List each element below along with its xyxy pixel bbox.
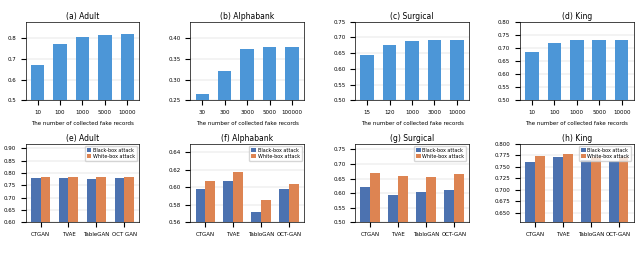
Bar (59, 179, 68, 271)
Bar (416, 192, 426, 271)
Bar (428, 40, 441, 258)
Bar (525, 52, 539, 231)
Bar (615, 40, 628, 231)
Bar (563, 154, 573, 271)
X-axis label: The number of collected fake records: The number of collected fake records (31, 121, 134, 125)
Bar (241, 49, 254, 204)
Bar (553, 157, 563, 271)
Bar (115, 179, 124, 271)
Bar (370, 173, 380, 271)
Bar (31, 178, 40, 271)
Bar (388, 195, 398, 271)
Bar (570, 40, 584, 231)
Title: (e) Adult: (e) Adult (66, 134, 99, 143)
Bar (450, 40, 463, 258)
Title: (b) Alphabank: (b) Alphabank (220, 12, 275, 21)
Bar (525, 162, 535, 271)
Bar (223, 181, 233, 271)
Title: (g) Surgical: (g) Surgical (390, 134, 434, 143)
Legend: Black-box attack, White-box attack: Black-box attack, White-box attack (579, 146, 631, 161)
Bar (285, 47, 299, 204)
Bar (98, 35, 111, 204)
Bar (360, 55, 374, 258)
Bar (86, 179, 97, 271)
X-axis label: The number of collected fake records: The number of collected fake records (525, 121, 628, 125)
Bar (53, 44, 67, 204)
Bar (383, 45, 396, 258)
Bar (196, 94, 209, 204)
Bar (426, 177, 436, 271)
Title: (h) King: (h) King (562, 134, 592, 143)
Bar (218, 71, 232, 204)
Bar (454, 174, 463, 271)
Bar (581, 160, 591, 271)
Bar (279, 189, 289, 271)
Bar (593, 40, 606, 231)
Legend: Black-box attack, White-box attack: Black-box attack, White-box attack (414, 146, 467, 161)
Bar (205, 181, 215, 271)
Bar (444, 190, 454, 271)
Title: (c) Surgical: (c) Surgical (390, 12, 434, 21)
Title: (d) King: (d) King (562, 12, 592, 21)
Legend: Black-box attack, White-box attack: Black-box attack, White-box attack (84, 146, 137, 161)
Bar (609, 161, 619, 271)
Bar (68, 177, 78, 271)
Bar (535, 156, 545, 271)
X-axis label: The number of collected fake records: The number of collected fake records (360, 121, 463, 125)
Bar (124, 177, 134, 271)
Bar (31, 65, 44, 204)
Bar (120, 34, 134, 204)
Bar (263, 47, 276, 204)
Bar (97, 178, 106, 271)
Bar (252, 212, 261, 271)
Title: (f) Alphabank: (f) Alphabank (221, 134, 273, 143)
Bar (40, 177, 51, 271)
Bar (405, 41, 419, 258)
Title: (a) Adult: (a) Adult (66, 12, 99, 21)
X-axis label: The number of collected fake records: The number of collected fake records (196, 121, 299, 125)
Bar (76, 37, 89, 204)
Bar (360, 187, 370, 271)
Bar (619, 157, 628, 271)
Bar (261, 200, 271, 271)
Bar (233, 172, 243, 271)
Bar (289, 184, 299, 271)
Legend: Black-box attack, White-box attack: Black-box attack, White-box attack (250, 146, 301, 161)
Bar (591, 157, 600, 271)
Bar (548, 43, 561, 231)
Bar (196, 189, 205, 271)
Bar (398, 176, 408, 271)
